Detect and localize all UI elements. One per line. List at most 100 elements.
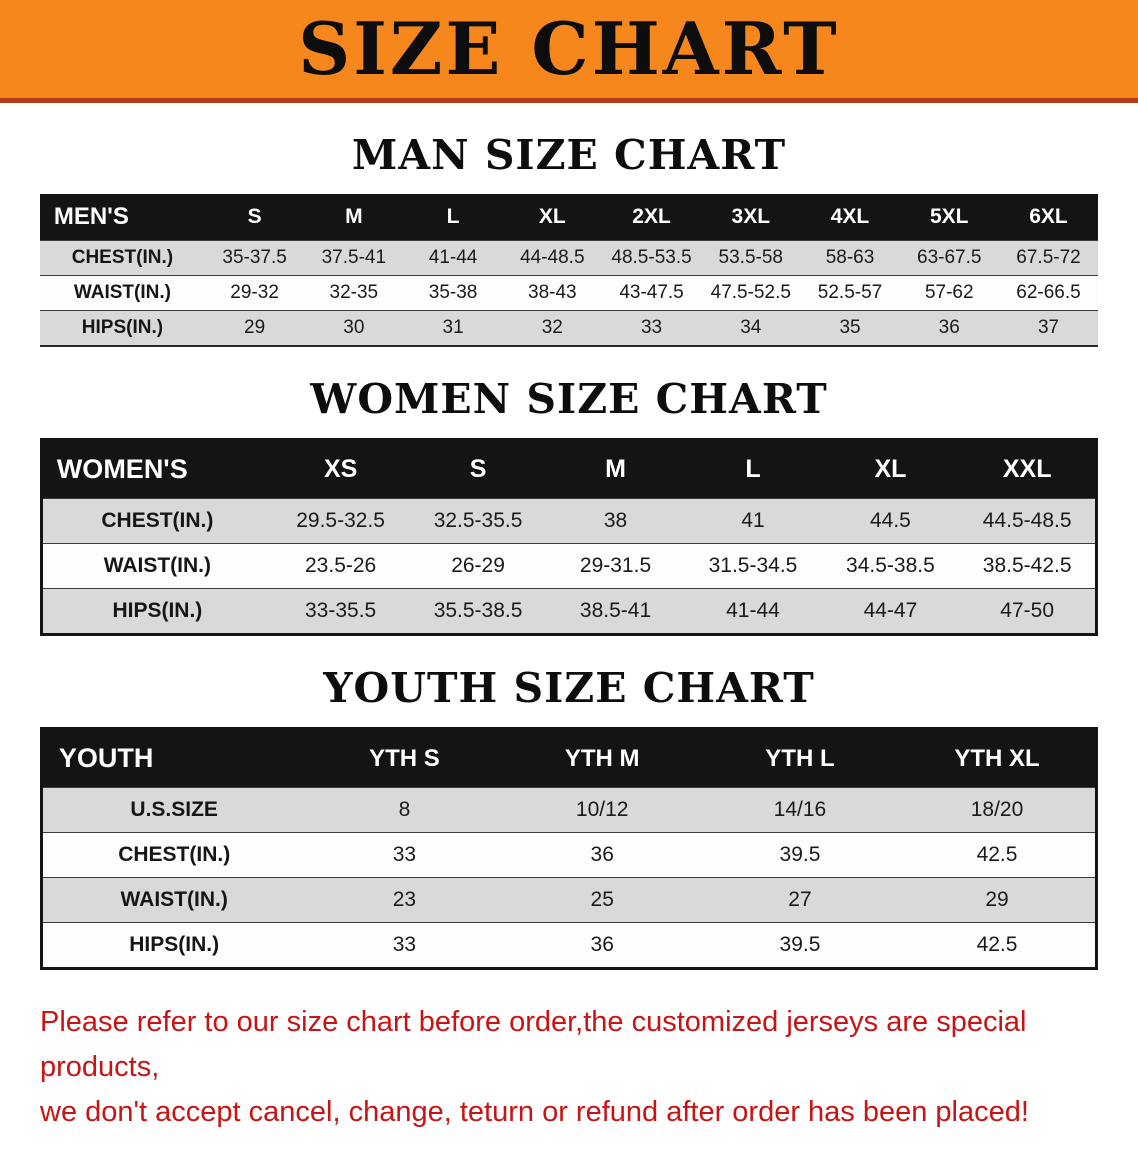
table-cell: 36 — [938, 317, 960, 339]
men-section-heading: MAN SIZE CHART — [351, 131, 787, 179]
table-cell: 44.5 — [869, 509, 911, 533]
table-cell: 63-67.5 — [917, 247, 982, 269]
column-header: 5XL — [899, 194, 999, 241]
column-header: XS — [271, 439, 410, 499]
table-cell: 44.5-48.5 — [982, 509, 1072, 533]
column-header: L — [684, 439, 822, 499]
table-cell: 42.5 — [976, 933, 1018, 957]
table-cell: 36 — [590, 843, 614, 867]
column-header: 2XL — [601, 194, 702, 241]
row-label: HIPS(IN.) — [112, 599, 203, 623]
table-cell: 29-31.5 — [579, 554, 652, 578]
table-title-cell: MEN'S — [39, 194, 205, 241]
table-cell: 43-47.5 — [619, 282, 684, 304]
table-cell: 34 — [740, 317, 762, 339]
section-men: MAN SIZE CHART MEN'S S M L XL 2XL 3XL 4XL 5XL 6XL… — [0, 131, 1138, 348]
table-cell: 62-66.5 — [1016, 282, 1081, 304]
table-row: U.S.SIZE 8 10/12 14/16 18/20 — [41, 787, 1097, 833]
table-cell: 8 — [398, 798, 411, 822]
column-header: XL — [502, 194, 602, 241]
youth-section-heading: YOUTH SIZE CHART — [323, 664, 815, 713]
table-cell: 23 — [392, 888, 417, 912]
row-label: WAIST(IN.) — [120, 888, 228, 912]
column-header: S — [409, 439, 547, 499]
table-cell: 38 — [603, 509, 628, 533]
table-row: WAIST(IN.) 29-32 32-35 35-38 38-43 43-47.5 47.… — [39, 275, 1099, 311]
women-size-table: WOMEN'S XS S M L XL XXL CHEST(IN.) 29.5-32.5 32.5… — [39, 438, 1099, 637]
page-title: SIZE CHART — [298, 6, 840, 91]
table-cell: 47-50 — [1000, 599, 1055, 623]
table-header-row: WOMEN'S XS S M L XL XXL — [41, 439, 1097, 499]
table-cell: 44-48.5 — [520, 247, 585, 269]
column-header: YTH M — [503, 728, 702, 788]
table-cell: 44-47 — [863, 599, 918, 623]
section-women: WOMEN SIZE CHART WOMEN'S XS S M L XL XXL CHEST(… — [0, 375, 1138, 637]
men-size-table: MEN'S S M L XL 2XL 3XL 4XL 5XL 6XL CHEST(IN.) 35-37… — [39, 194, 1099, 348]
table-cell: 26-29 — [451, 554, 505, 578]
table-cell: 36 — [590, 933, 614, 957]
column-header: M — [304, 194, 404, 241]
table-title-cell: YOUTH — [41, 728, 306, 788]
banner: SIZE CHART — [0, 0, 1138, 103]
row-label: WAIST(IN.) — [103, 554, 212, 578]
table-cell: 37.5-41 — [321, 247, 387, 269]
row-label: HIPS(IN.) — [129, 933, 220, 957]
column-header: YTH S — [305, 728, 504, 788]
table-cell: 18/20 — [970, 798, 1024, 822]
table-cell: 33 — [640, 317, 663, 339]
youth-size-table: YOUTH YTH S YTH M YTH L YTH XL U.S.SIZE 8 10/12… — [39, 727, 1099, 971]
column-header: L — [403, 194, 503, 241]
column-header: 3XL — [701, 194, 801, 241]
table-cell: 29.5-32.5 — [296, 509, 385, 533]
table-cell: 32 — [541, 317, 563, 339]
row-label: WAIST(IN.) — [73, 282, 171, 304]
table-row: WAIST(IN.) 23 25 27 29 — [41, 877, 1097, 923]
table-cell: 10/12 — [575, 798, 629, 822]
table-cell: 32.5-35.5 — [433, 509, 523, 533]
table-cell: 30 — [343, 317, 365, 339]
table-cell: 39.5 — [779, 933, 821, 957]
table-header-row: MEN'S S M L XL 2XL 3XL 4XL 5XL 6XL — [39, 194, 1099, 241]
table-cell: 67.5-72 — [1016, 247, 1081, 269]
table-cell: 29 — [244, 317, 266, 339]
row-label: U.S.SIZE — [130, 798, 218, 822]
table-cell: 41-44 — [428, 247, 478, 269]
table-title-cell: WOMEN'S — [41, 439, 272, 499]
table-cell: 39.5 — [779, 843, 821, 867]
table-cell: 31.5-34.5 — [708, 554, 798, 578]
table-row: CHEST(IN.) 33 36 39.5 42.5 — [41, 832, 1097, 878]
table-cell: 37 — [1037, 317, 1060, 339]
table-row: WAIST(IN.) 23.5-26 26-29 29-31.5 31.5-34.5 34… — [41, 543, 1097, 589]
table-cell: 34.5-38.5 — [846, 554, 935, 578]
table-row: CHEST(IN.) 35-37.5 37.5-41 41-44 44-48.5 48.5… — [39, 240, 1099, 276]
column-header: S — [204, 194, 305, 241]
table-cell: 53.5-58 — [718, 247, 783, 269]
table-header-row: YOUTH YTH S YTH M YTH L YTH XL — [41, 728, 1097, 788]
row-label: CHEST(IN.) — [101, 509, 214, 533]
table-cell: 41 — [741, 509, 765, 533]
row-label: CHEST(IN.) — [118, 843, 231, 867]
row-label: CHEST(IN.) — [71, 247, 174, 269]
table-row: CHEST(IN.) 29.5-32.5 32.5-35.5 38 41 44.5 44.5… — [41, 498, 1097, 544]
table-cell: 27 — [788, 888, 812, 912]
table-cell: 38-43 — [528, 282, 577, 304]
table-row: HIPS(IN.) 33-35.5 35.5-38.5 38.5-41 41-44 44-… — [41, 588, 1097, 635]
table-cell: 23.5-26 — [305, 554, 377, 578]
table-cell: 33 — [392, 933, 417, 957]
column-header: YTH L — [701, 728, 899, 788]
table-cell: 57-62 — [924, 282, 974, 304]
section-youth: YOUTH SIZE CHART YOUTH YTH S YTH M YTH L YTH… — [0, 664, 1138, 971]
table-cell: 41-44 — [726, 599, 780, 623]
column-header: XL — [821, 439, 960, 499]
column-header: 6XL — [998, 194, 1099, 241]
table-cell: 48.5-53.5 — [611, 247, 692, 269]
table-cell: 58-63 — [825, 247, 875, 269]
column-header: YTH XL — [898, 728, 1097, 788]
column-header: M — [546, 439, 685, 499]
table-cell: 42.5 — [976, 843, 1018, 867]
women-section-heading: WOMEN SIZE CHART — [310, 375, 828, 424]
column-header: XXL — [959, 439, 1097, 499]
table-cell: 47.5-52.5 — [710, 282, 791, 304]
table-cell: 29-32 — [230, 282, 279, 304]
